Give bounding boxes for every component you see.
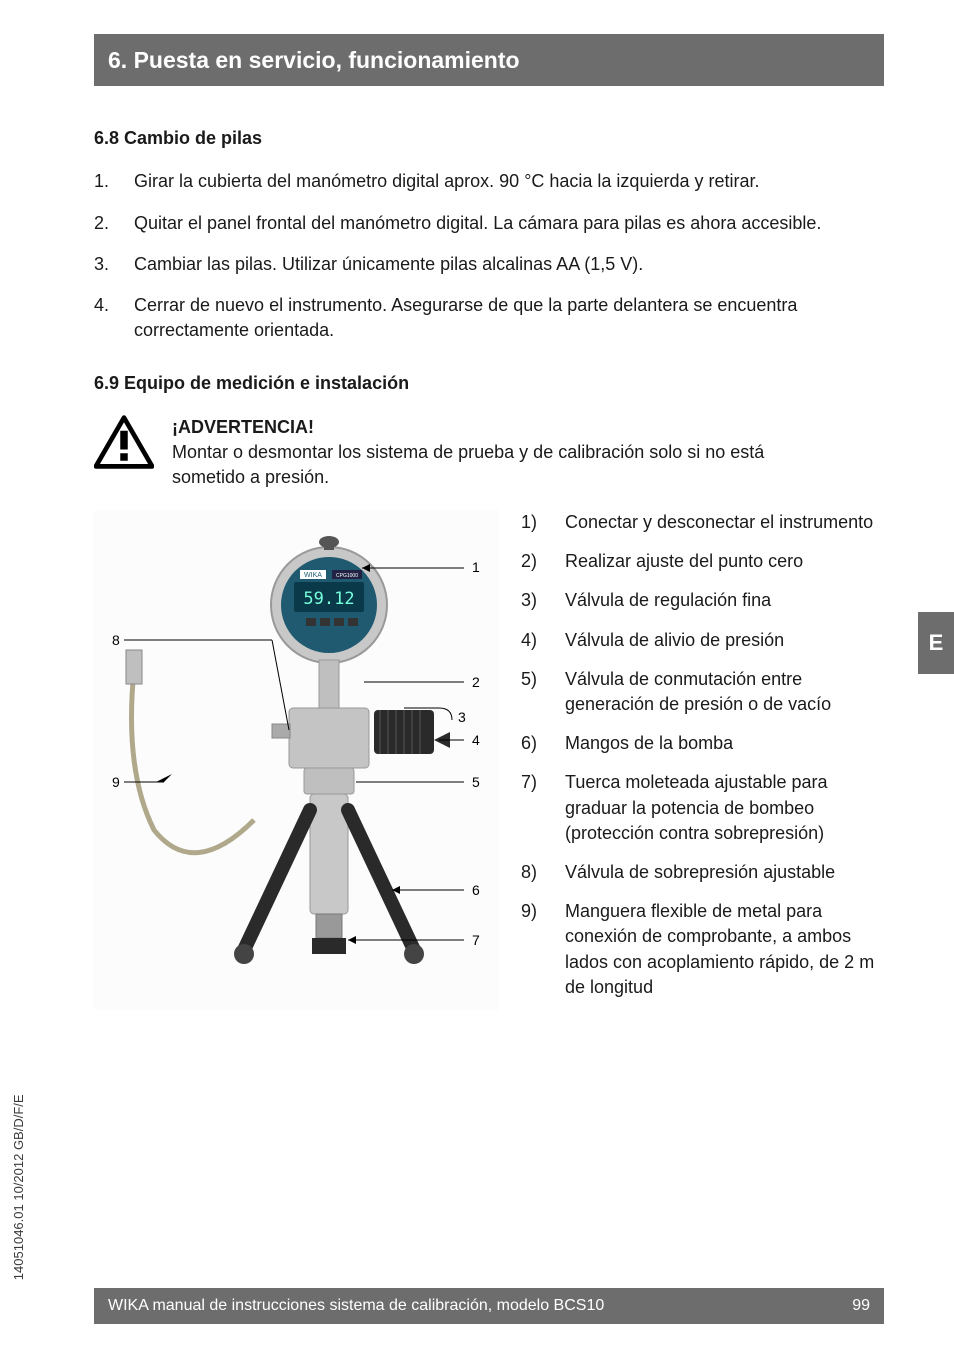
svg-text:WIKA: WIKA bbox=[304, 572, 322, 579]
section-6-8-title: 6.8 Cambio de pilas bbox=[94, 126, 884, 151]
legend-item: 9) Manguera flexible de metal para conex… bbox=[521, 899, 884, 1000]
step-number: 4. bbox=[94, 293, 134, 343]
legend-item: 1) Conectar y desconectar el instrumento bbox=[521, 510, 884, 535]
svg-text:4: 4 bbox=[472, 732, 480, 748]
svg-text:CPG1000: CPG1000 bbox=[336, 573, 358, 579]
warning-title: ¡ADVERTENCIA! bbox=[172, 415, 812, 440]
step-number: 2. bbox=[94, 211, 134, 236]
svg-text:7: 7 bbox=[472, 932, 480, 948]
legend-number: 7) bbox=[521, 770, 565, 846]
legend-text: Mangos de la bomba bbox=[565, 731, 884, 756]
step-number: 3. bbox=[94, 252, 134, 277]
legend-number: 4) bbox=[521, 628, 565, 653]
legend-item: 3) Válvula de regulación fina bbox=[521, 588, 884, 613]
legend-item: 6) Mangos de la bomba bbox=[521, 731, 884, 756]
page-header: 6. Puesta en servicio, funcionamiento bbox=[94, 34, 884, 86]
svg-text:3: 3 bbox=[458, 709, 466, 725]
page-footer: WIKA manual de instrucciones sistema de … bbox=[0, 1288, 954, 1324]
footer-left: WIKA manual de instrucciones sistema de … bbox=[108, 1295, 604, 1317]
step-item: 1. Girar la cubierta del manómetro digit… bbox=[94, 169, 884, 194]
legend-text: Válvula de conmutación entre generación … bbox=[565, 667, 884, 717]
language-tab: E bbox=[918, 612, 954, 674]
step-item: 2. Quitar el panel frontal del manómetro… bbox=[94, 211, 884, 236]
legend-item: 5) Válvula de conmutación entre generaci… bbox=[521, 667, 884, 717]
warning-text: ¡ADVERTENCIA! Montar o desmontar los sis… bbox=[172, 415, 812, 491]
legend-text: Manguera flexible de metal para conexión… bbox=[565, 899, 884, 1000]
legend-number: 3) bbox=[521, 588, 565, 613]
legend-text: Válvula de alivio de presión bbox=[565, 628, 884, 653]
legend-text: Válvula de sobrepresión ajustable bbox=[565, 860, 884, 885]
language-tab-label: E bbox=[929, 628, 944, 659]
legend-item: 7) Tuerca moleteada ajustable para gradu… bbox=[521, 770, 884, 846]
legend-item: 4) Válvula de alivio de presión bbox=[521, 628, 884, 653]
page-header-title: 6. Puesta en servicio, funcionamiento bbox=[108, 47, 520, 73]
svg-text:1: 1 bbox=[472, 559, 480, 575]
steps-6-8: 1. Girar la cubierta del manómetro digit… bbox=[94, 169, 884, 343]
svg-text:6: 6 bbox=[472, 882, 480, 898]
equipment-diagram: 59.12 WIKA CPG1000 bbox=[94, 510, 499, 1010]
step-text: Quitar el panel frontal del manómetro di… bbox=[134, 211, 884, 236]
legend-text: Tuerca moleteada ajustable para graduar … bbox=[565, 770, 884, 846]
legend-item: 2) Realizar ajuste del punto cero bbox=[521, 549, 884, 574]
legend-number: 9) bbox=[521, 899, 565, 1000]
legend-number: 2) bbox=[521, 549, 565, 574]
legend-number: 1) bbox=[521, 510, 565, 535]
legend-text: Realizar ajuste del punto cero bbox=[565, 549, 884, 574]
legend-number: 5) bbox=[521, 667, 565, 717]
legend-number: 6) bbox=[521, 731, 565, 756]
svg-text:59.12: 59.12 bbox=[303, 589, 354, 609]
svg-text:2: 2 bbox=[472, 674, 480, 690]
footer-page-number: 99 bbox=[852, 1295, 870, 1317]
legend-number: 8) bbox=[521, 860, 565, 885]
section-6-9-title: 6.9 Equipo de medición e instalación bbox=[94, 371, 884, 396]
legend-text: Conectar y desconectar el instrumento bbox=[565, 510, 884, 535]
step-text: Cambiar las pilas. Utilizar únicamente p… bbox=[134, 252, 884, 277]
diagram-legend: 1) Conectar y desconectar el instrumento… bbox=[521, 510, 884, 1014]
warning-icon bbox=[94, 415, 154, 469]
legend-text: Válvula de regulación fina bbox=[565, 588, 884, 613]
legend-item: 8) Válvula de sobrepresión ajustable bbox=[521, 860, 884, 885]
step-text: Cerrar de nuevo el instrumento. Asegurar… bbox=[134, 293, 884, 343]
warning-block: ¡ADVERTENCIA! Montar o desmontar los sis… bbox=[94, 415, 884, 491]
document-code-vertical: 14051046.01 10/2012 GB/D/F/E bbox=[10, 1094, 28, 1280]
step-text: Girar la cubierta del manómetro digital … bbox=[134, 169, 884, 194]
svg-text:8: 8 bbox=[112, 632, 120, 648]
warning-body: Montar o desmontar los sistema de prueba… bbox=[172, 440, 812, 490]
step-item: 3. Cambiar las pilas. Utilizar únicament… bbox=[94, 252, 884, 277]
svg-text:9: 9 bbox=[112, 774, 120, 790]
step-item: 4. Cerrar de nuevo el instrumento. Asegu… bbox=[94, 293, 884, 343]
step-number: 1. bbox=[94, 169, 134, 194]
svg-text:5: 5 bbox=[472, 774, 480, 790]
